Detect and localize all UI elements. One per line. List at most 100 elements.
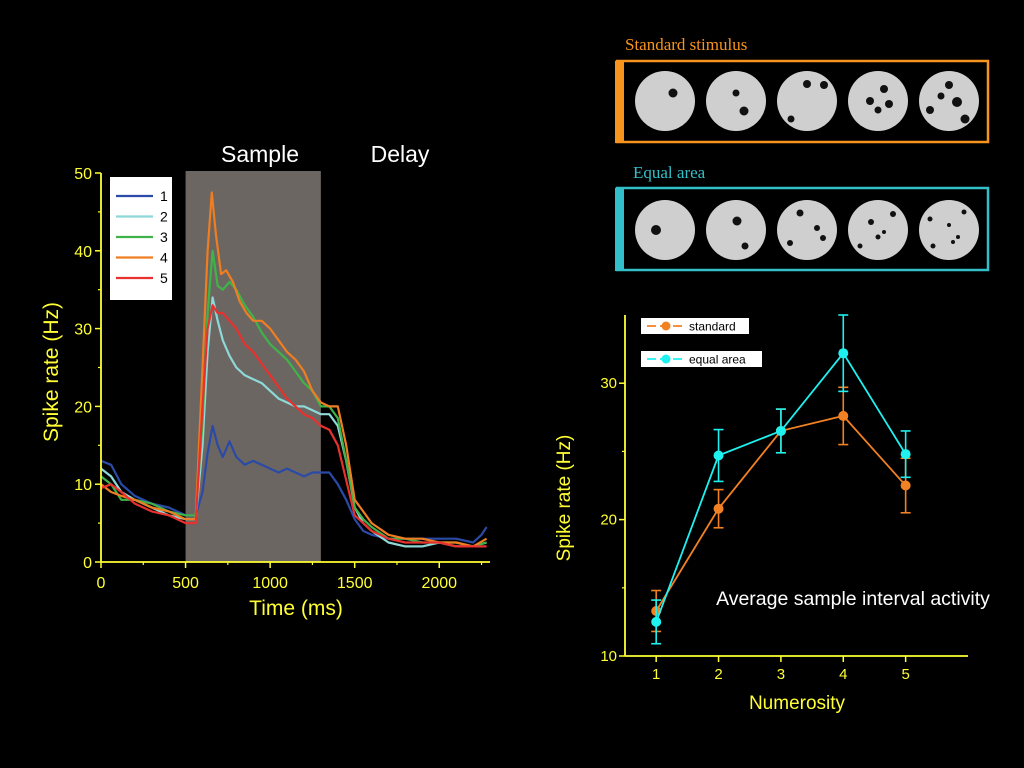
stimulus-dot [668,88,678,98]
tuning-x-tick-label: 1 [652,666,660,683]
stimulus-dot [930,243,936,249]
stimulus-dot [820,235,826,241]
tuning-point-equal-area [775,425,786,436]
stimulus-dot [882,230,886,234]
stimulus-dot [927,216,933,222]
stimulus-dot [787,115,795,123]
tuning-x-tick-label: 5 [901,666,909,683]
stimulus-dot [820,81,828,89]
stimulus-disk-3 [777,200,837,260]
equal-area-title: Equal area [633,163,706,182]
delay-period-label: Delay [371,141,430,167]
timecourse-y-axis-label: Spike rate (Hz) [40,302,63,442]
timecourse-y-tick-label: 10 [74,477,92,494]
timecourse-series [100,191,488,548]
timecourse-line-4 [100,191,488,548]
timecourse-x-tick-label: 500 [172,575,199,592]
stimulus-dot [880,85,888,93]
stimulus-dot [814,225,820,231]
stimulus-dot [796,209,804,217]
timecourse-y-tick-label: 50 [74,166,92,183]
stimulus-dot [926,106,934,114]
stimulus-dot [741,242,749,250]
stimulus-dot [945,81,953,89]
timecourse-chart: Sample Delay 0 500 1000 1500 2000 0 10 20 30 40 50… [40,141,490,620]
stimulus-dot [952,97,962,107]
tuning-chart: 1 2 3 4 5 10 20 30 Numerosity Spike rate (Hz) s… [554,314,968,714]
equal-area-panel [615,186,990,272]
stimulus-dot [732,216,742,226]
timecourse-legend: 1 2 3 4 5 [110,177,172,300]
tuning-legend-label-equal-area: equal area [689,353,746,367]
tuning-line-equal-area [655,351,907,623]
equal-area-disks [635,200,979,260]
tuning-point-equal-area [713,450,724,461]
stimulus-disk-1 [635,200,695,260]
stimulus-dot [787,240,793,246]
stimulus-dot [956,235,960,239]
tuning-point-standard [713,503,724,514]
stimulus-dot [885,100,893,108]
stimulus-disk-1 [635,71,695,131]
tuning-point-equal-area [651,616,662,627]
tuning-x-tick-label: 4 [839,666,847,683]
stimulus-dot [868,219,874,225]
tuning-y-tick-label: 10 [600,648,617,665]
tuning-x-tick-label: 3 [777,666,785,683]
timecourse-axes: 0 500 1000 1500 2000 0 10 20 30 40 50 [74,166,490,592]
standard-stimulus-title: Standard stimulus [625,35,747,54]
legend-label-2: 2 [160,209,168,225]
stimulus-dot [937,92,945,100]
stimulus-dot [874,106,882,114]
timecourse-x-tick-label: 1000 [252,575,288,592]
stimulus-dot [951,240,955,244]
tuning-point-standard [900,480,911,491]
tuning-y-axis-label: Spike rate (Hz) [554,435,575,562]
tuning-x-axis-label: Numerosity [749,693,846,714]
legend-label-1: 1 [160,188,168,204]
timecourse-line-5 [100,304,487,548]
stimulus-disk-2 [706,71,766,131]
tuning-point-equal-area [900,449,911,460]
tuning-legend-marker-equal-area [661,354,671,364]
timecourse-y-tick-label: 20 [74,399,92,416]
legend-label-3: 3 [160,229,168,245]
sample-period-label: Sample [221,141,299,167]
stimulus-dot [803,80,811,88]
standard-stimulus-panel [615,59,990,144]
legend-label-5: 5 [160,270,168,286]
timecourse-y-tick-label: 0 [83,555,92,572]
timecourse-x-tick-label: 2000 [421,575,457,592]
tuning-point-standard [838,410,849,421]
stimulus-dot [960,114,970,124]
tuning-y-tick-label: 30 [600,375,617,392]
timecourse-x-tick-label: 0 [97,575,106,592]
tuning-point-equal-area [838,348,849,359]
timecourse-x-tick-label: 1500 [337,575,373,592]
stimulus-dot [866,97,874,105]
equal-panel-bar [615,188,624,271]
annotation-text: Average sample interval activity [716,588,990,610]
stimulus-dot [739,106,749,116]
stimulus-dot [890,211,896,217]
stimulus-disk-4 [848,200,908,260]
tuning-legend-box-equal-area [641,351,762,367]
stimulus-dot [875,234,881,240]
stimulus-dot [961,209,967,215]
stimulus-disk-5 [919,71,979,131]
legend-label-4: 4 [160,250,168,266]
tuning-x-tick-label: 2 [714,666,722,683]
legend-box [110,177,172,300]
tuning-legend: standard equal area [641,318,762,367]
stimulus-disk-5 [919,200,979,260]
stimulus-dot [857,243,863,249]
standard-disks [635,71,979,131]
timecourse-y-tick-label: 40 [74,244,92,261]
tuning-legend-marker-standard [661,321,671,331]
stimulus-disk-2 [706,200,766,260]
stimulus-dot [732,89,740,97]
tuning-y-tick-label: 20 [600,512,617,529]
standard-panel-bar [615,61,624,143]
stimulus-dot [947,223,951,227]
